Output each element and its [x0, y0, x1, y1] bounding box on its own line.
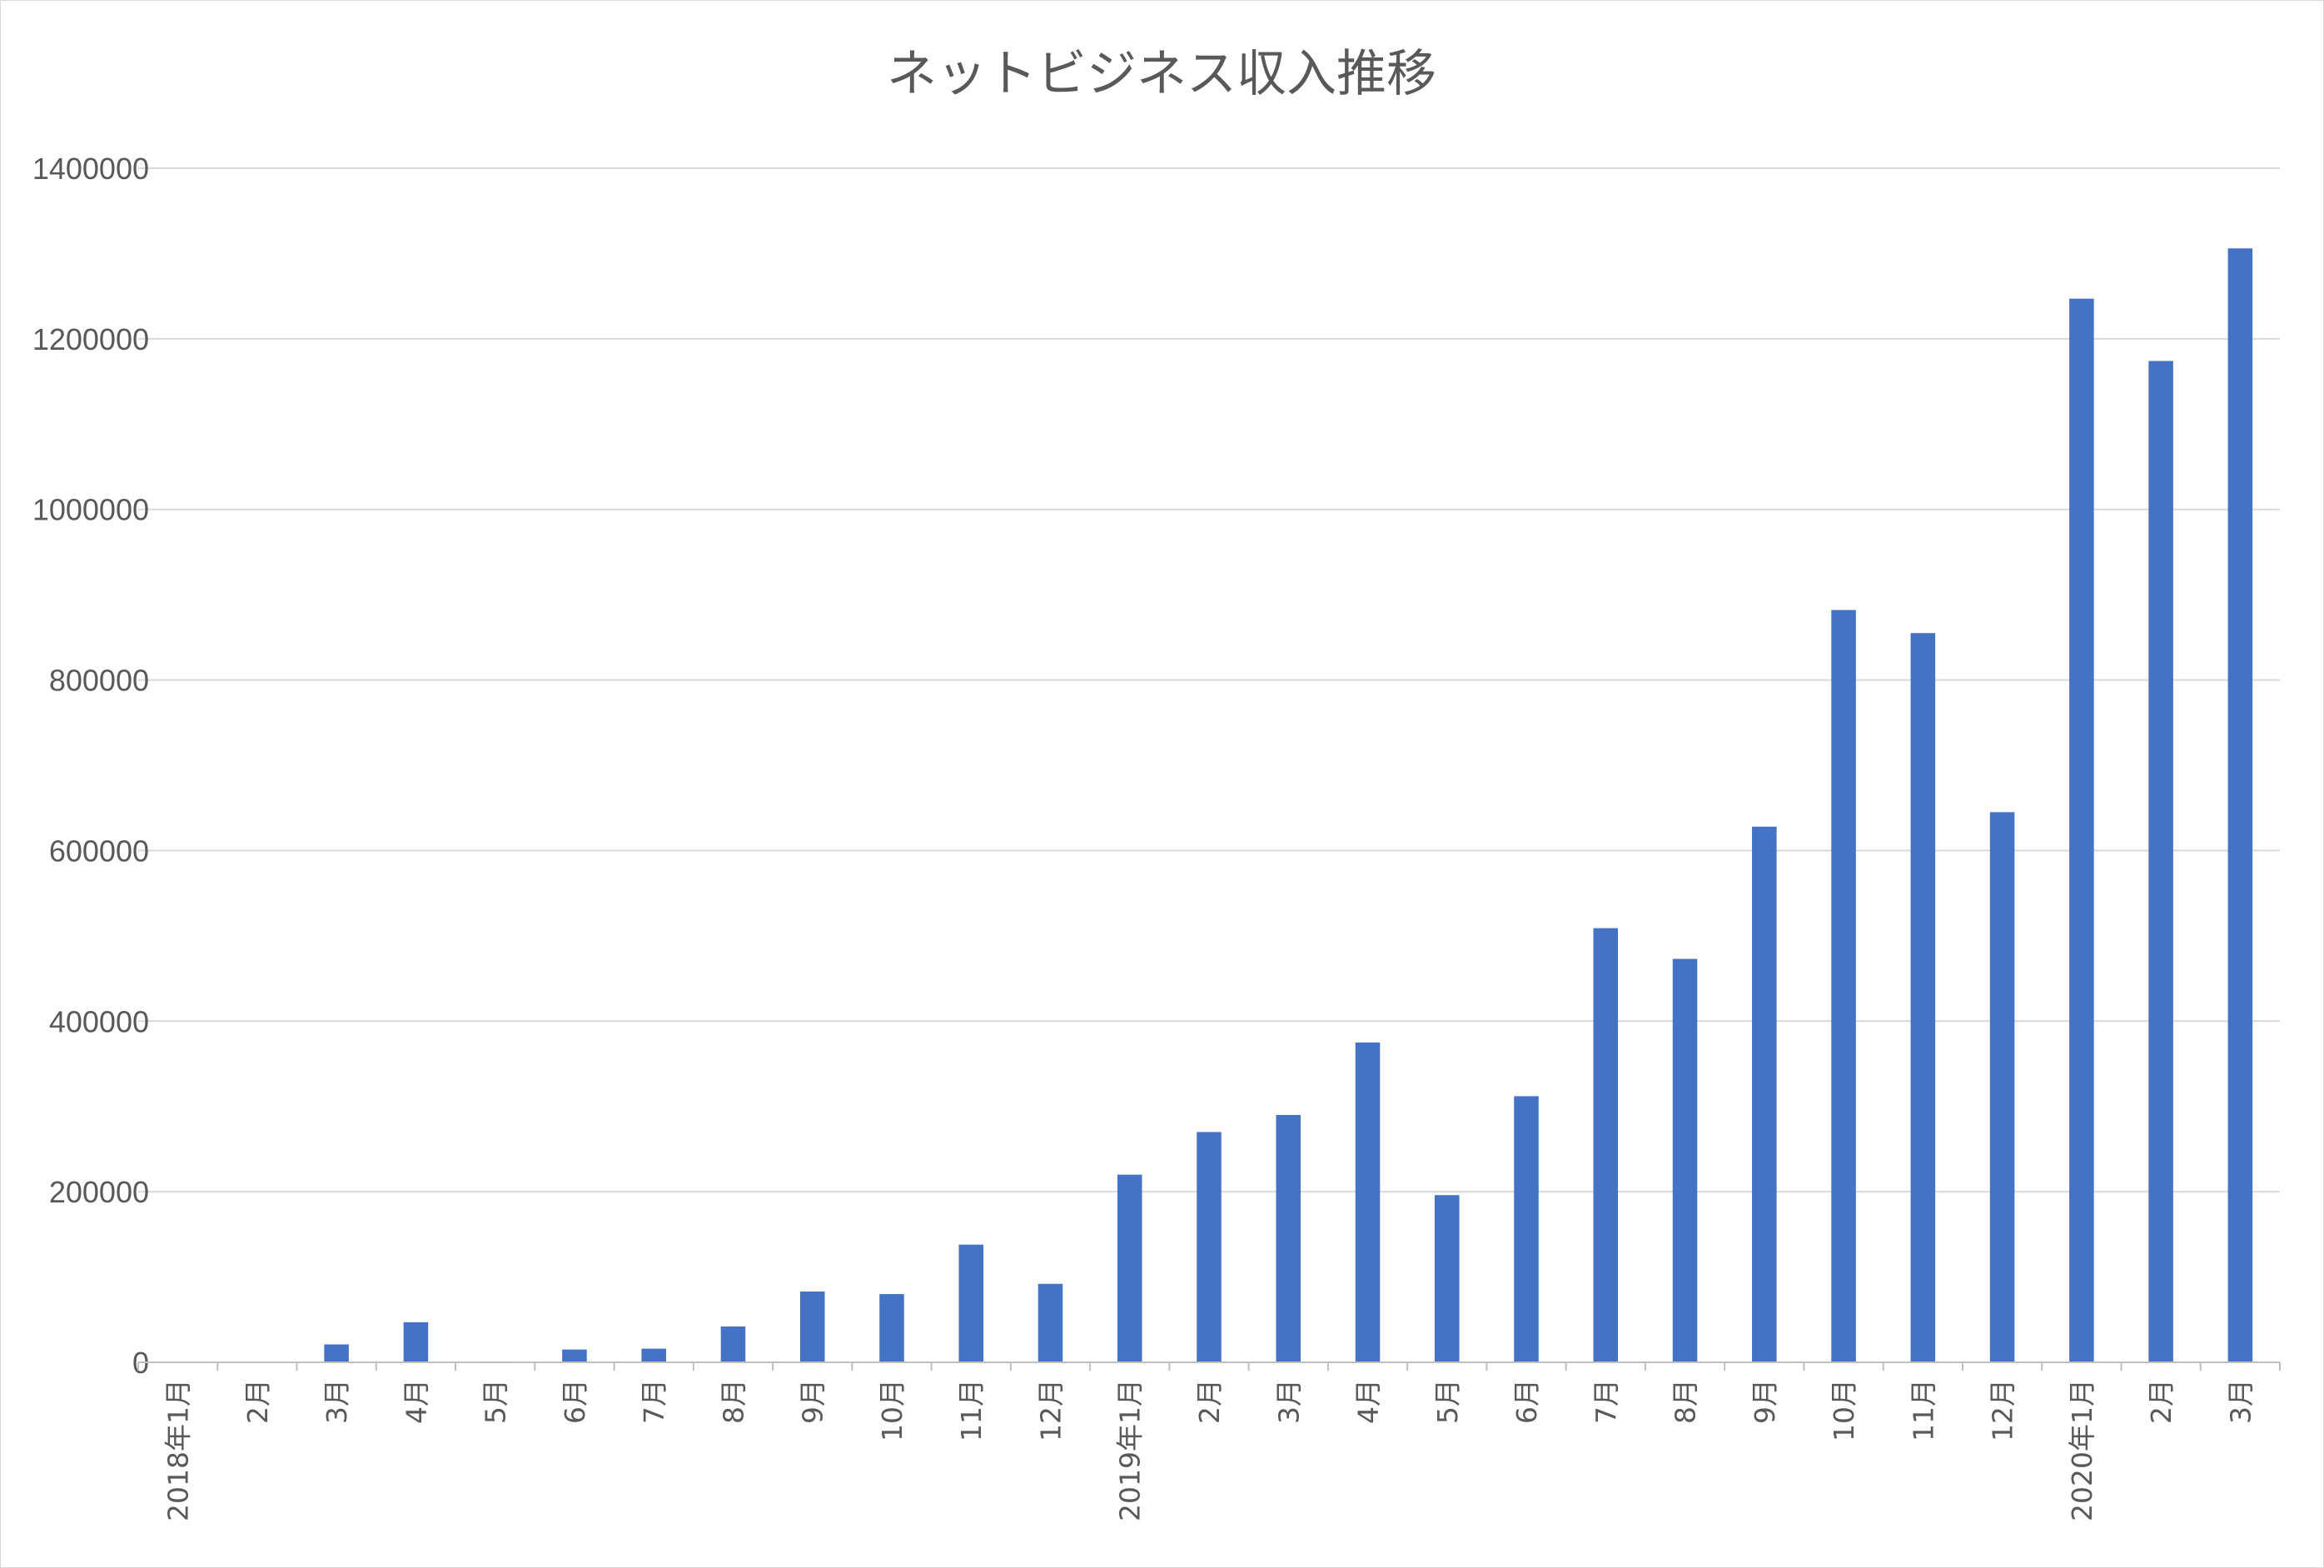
- bar: [879, 1294, 904, 1362]
- x-tick-label: 12月: [1987, 1379, 2019, 1441]
- y-tick-label: 400000: [49, 1004, 149, 1038]
- bar: [1989, 812, 2015, 1362]
- x-tick-label: 9月: [797, 1379, 829, 1424]
- bar: [1117, 1174, 1142, 1362]
- y-tick-label: 200000: [49, 1175, 149, 1209]
- bar: [562, 1349, 587, 1362]
- bars: [324, 248, 2253, 1363]
- bar: [799, 1291, 825, 1362]
- x-tick-label: 3月: [2224, 1379, 2257, 1424]
- bar: [2227, 248, 2253, 1363]
- x-tick-label: 2019年1月: [1114, 1379, 1147, 1521]
- x-tick-label: 10月: [1828, 1379, 1860, 1441]
- bar: [720, 1326, 746, 1362]
- bar: [1435, 1195, 1460, 1362]
- chart-title: ネットビジネス収入推移: [887, 45, 1436, 103]
- y-axis: 0200000400000600000800000100000012000001…: [32, 152, 149, 1380]
- x-tick-label: 10月: [876, 1379, 908, 1441]
- bar: [1197, 1132, 1222, 1362]
- bar: [1831, 610, 1856, 1362]
- x-tick-label: 5月: [1431, 1379, 1464, 1424]
- gridlines: [138, 167, 2280, 1193]
- bar: [403, 1322, 429, 1362]
- x-tick-label: 7月: [638, 1379, 670, 1424]
- y-tick-label: 800000: [49, 664, 149, 698]
- x-tick-label: 3月: [321, 1379, 353, 1424]
- y-tick-label: 600000: [49, 834, 149, 868]
- x-tick-label: 9月: [1749, 1379, 1781, 1424]
- x-tick-label: 6月: [559, 1379, 591, 1424]
- x-tick-label: 4月: [1352, 1379, 1385, 1424]
- bar: [1672, 958, 1698, 1362]
- x-tick-label: 11月: [1907, 1379, 1939, 1441]
- bar: [2069, 298, 2094, 1363]
- x-tick-label: 5月: [480, 1379, 512, 1424]
- x-tick-label: 6月: [1510, 1379, 1543, 1424]
- x-tick-label: 12月: [1034, 1379, 1067, 1441]
- x-tick-label: 3月: [1272, 1379, 1305, 1424]
- x-tick-label: 11月: [955, 1379, 988, 1441]
- bar: [1355, 1042, 1381, 1362]
- x-tick-label: 7月: [1590, 1379, 1622, 1424]
- bar: [1276, 1114, 1301, 1362]
- x-tick-label: 2月: [241, 1379, 274, 1424]
- x-tick-label: 2018年1月: [162, 1379, 195, 1521]
- bar: [1910, 633, 1936, 1362]
- bar: [641, 1348, 666, 1362]
- bar: [1593, 928, 1619, 1362]
- x-tick-label: 2月: [2145, 1379, 2177, 1424]
- x-tick-label: 8月: [717, 1379, 749, 1424]
- x-tick-label: 2020年1月: [2066, 1379, 2098, 1521]
- x-tick-label: 4月: [400, 1379, 432, 1424]
- y-tick-label: 1400000: [32, 152, 149, 186]
- bar: [324, 1344, 349, 1362]
- bar: [1514, 1096, 1539, 1362]
- bar: [2148, 361, 2173, 1363]
- x-tick-label: 2月: [1193, 1379, 1226, 1424]
- bar: [1752, 826, 1777, 1362]
- y-tick-label: 1000000: [32, 493, 149, 527]
- bar: [958, 1244, 983, 1362]
- x-tick-label: 8月: [1670, 1379, 1702, 1424]
- bar: [1038, 1283, 1063, 1362]
- y-tick-label: 1200000: [32, 322, 149, 356]
- x-axis: 2018年1月 2月 3月 4月 5月 6月 7月 8月 9月 10月 11月 12月 2019年1月 2…: [137, 1361, 2281, 1521]
